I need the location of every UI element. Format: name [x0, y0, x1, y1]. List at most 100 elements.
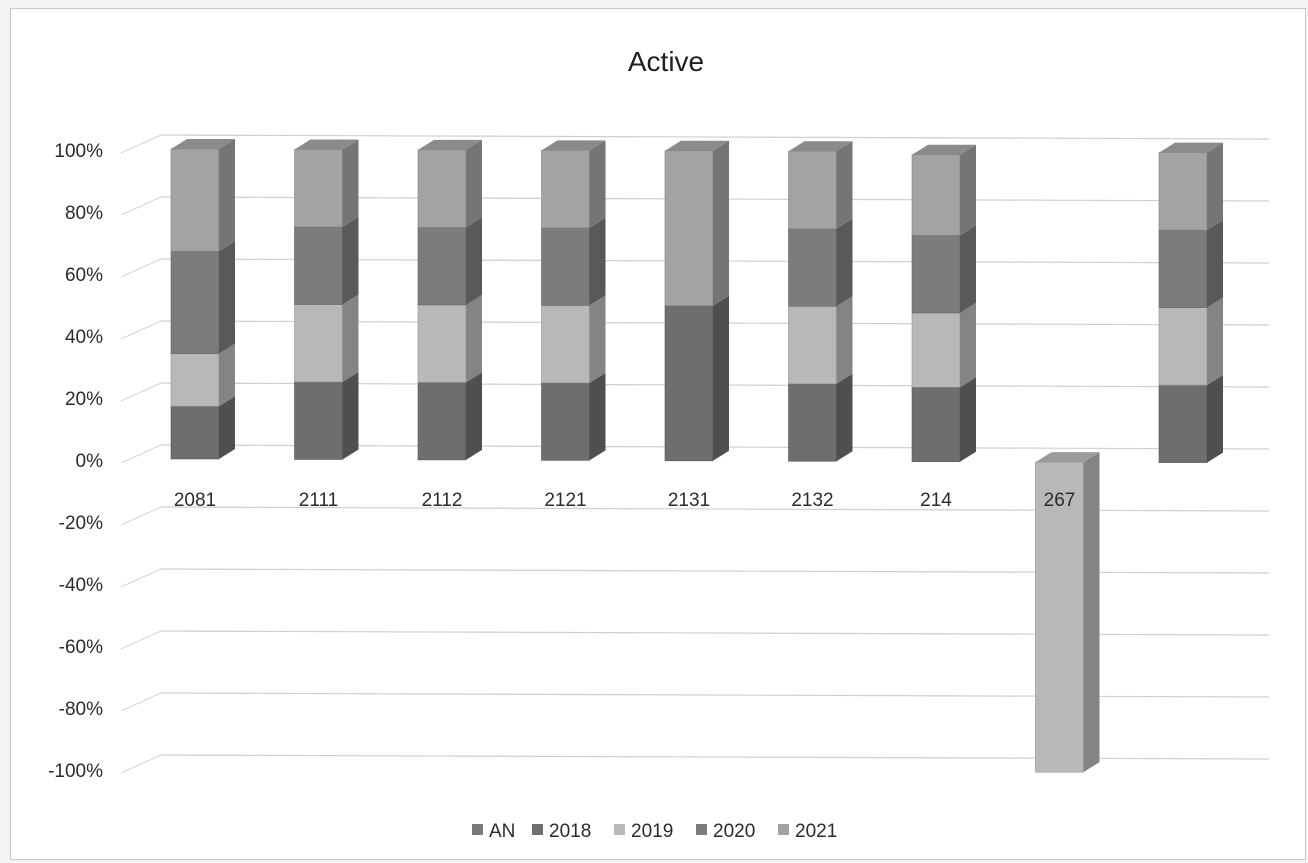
- gridline: [160, 630, 1270, 636]
- bar-top-face: [171, 139, 235, 149]
- bar-side-face: [1207, 297, 1223, 386]
- bar-side-face: [1207, 375, 1223, 463]
- bar-side-face: [466, 372, 482, 460]
- bar-side-face: [960, 302, 976, 388]
- bar-segment-2018-2111: [294, 381, 343, 460]
- bar-segment-2021-unlabeled: [1158, 152, 1208, 231]
- bar-segment-2020-2111: [294, 226, 343, 305]
- bar-side-face: [836, 296, 853, 384]
- chart-title: Active: [628, 46, 704, 77]
- gridline-side: [120, 444, 162, 464]
- y-tick-label: 0%: [76, 451, 104, 472]
- legend-swatch-2020: [696, 824, 707, 835]
- bar-segment-2021-214: [911, 154, 961, 236]
- y-tick-label: -80%: [59, 699, 103, 720]
- bar-side-face: [960, 144, 976, 236]
- bar-side-face: [342, 216, 359, 305]
- bar-segment-2019-214: [911, 312, 961, 388]
- legend: AN 2018 2019 2020 2021: [472, 821, 837, 842]
- bar-top-face: [1035, 452, 1100, 463]
- y-tick-label: -20%: [59, 513, 103, 534]
- bar-side-face: [836, 218, 853, 307]
- gridline: [160, 568, 1270, 574]
- bar-side-face: [589, 217, 606, 306]
- bar-side-face: [589, 295, 606, 383]
- bar-top-face: [665, 140, 729, 151]
- chart-canvas: Active 100% 80% 60% 40% 20% 0% -20% -40% -60% -80…: [48, 46, 1270, 842]
- bar-side-face: [342, 294, 359, 382]
- legend-label-2018: 2018: [549, 821, 591, 842]
- legend-label-2019: 2019: [631, 821, 673, 842]
- gridline-side: [120, 754, 162, 774]
- bar-segment-2020-2121: [541, 227, 590, 306]
- bar-side-face: [466, 139, 482, 228]
- gridline-side: [120, 506, 162, 526]
- category-label: 2131: [668, 490, 710, 511]
- category-label: 2112: [422, 490, 463, 511]
- bar-segment-2018-2132: [788, 383, 837, 462]
- legend-label-AN: AN: [489, 821, 515, 842]
- bar-side-face: [713, 295, 729, 461]
- bar-side-face: [219, 343, 235, 407]
- y-tick-label: -40%: [59, 575, 103, 596]
- gridline-side: [120, 134, 162, 154]
- bar-top-face: [1159, 142, 1223, 153]
- gridline-side: [120, 320, 162, 340]
- bar-segment-2020-214: [911, 235, 961, 314]
- y-tick-label: 20%: [65, 389, 103, 410]
- bar-side-face: [960, 377, 976, 462]
- bar-segment-2018-2131: [664, 305, 714, 462]
- bar-side-face: [836, 373, 853, 462]
- category-label: 2111: [299, 490, 338, 511]
- bar-side-face: [836, 141, 853, 229]
- gridline: [160, 754, 1270, 760]
- bar-side-face: [219, 139, 235, 252]
- category-label: 267: [1044, 490, 1076, 511]
- bar-segment-2021-2111: [294, 149, 343, 228]
- bar-segment-2020-2112: [417, 227, 467, 306]
- bar-side-face: [589, 372, 606, 461]
- gridline-side: [120, 568, 162, 588]
- bar-segment-2021-2112: [417, 149, 467, 228]
- x-axis-categories: 2081 2111 2112 2121 2131 2132 214 267: [174, 490, 1075, 511]
- bar-side-face: [1207, 142, 1223, 231]
- bar-segment-2019-unlabeled: [1158, 307, 1208, 386]
- bar-side-face: [713, 140, 729, 306]
- legend-label-2020: 2020: [713, 821, 755, 842]
- legend-swatch-AN: [472, 824, 483, 835]
- gridline-side: [120, 692, 162, 712]
- legend-swatch-2021: [778, 824, 789, 835]
- bar-segment-2019-2132: [788, 305, 837, 385]
- y-tick-label: -100%: [48, 761, 103, 782]
- y-tick-label: -60%: [59, 637, 103, 658]
- bar-segment-2018-2121: [541, 382, 590, 461]
- bar-side-face: [342, 371, 359, 460]
- bar-side-face: [466, 217, 482, 305]
- bar-segment-2021-2132: [788, 150, 837, 230]
- bar-top-face: [788, 141, 853, 152]
- bars: [170, 139, 1223, 773]
- bar-side-face: [1207, 220, 1223, 308]
- bar-segment-2021-2121: [541, 150, 590, 229]
- bar-side-face: [589, 140, 606, 228]
- bar-segment-2021-2081: [170, 148, 220, 252]
- bar-side-face: [466, 294, 482, 383]
- bar-segment-2019-2121: [541, 305, 590, 384]
- bar-segment-2020-unlabeled: [1158, 229, 1208, 308]
- bar-segment-2021-2131: [664, 150, 714, 307]
- y-tick-label: 100%: [54, 141, 103, 162]
- bar-top-face: [541, 140, 606, 151]
- y-tick-label: 60%: [65, 265, 103, 286]
- legend-label-2021: 2021: [795, 821, 837, 842]
- bar-top-face: [294, 139, 359, 150]
- category-label: 2081: [174, 490, 216, 511]
- bar-segment-2018-214: [911, 386, 961, 462]
- bar-segment-2019-2081: [170, 353, 220, 407]
- bar-segment-2019-2112: [417, 304, 467, 383]
- legend-swatch-2018: [532, 824, 543, 835]
- gridline-side: [120, 258, 162, 278]
- gridline: [160, 692, 1270, 698]
- gridline-side: [120, 630, 162, 650]
- gridline-side: [120, 196, 162, 216]
- gridline: [160, 134, 1270, 140]
